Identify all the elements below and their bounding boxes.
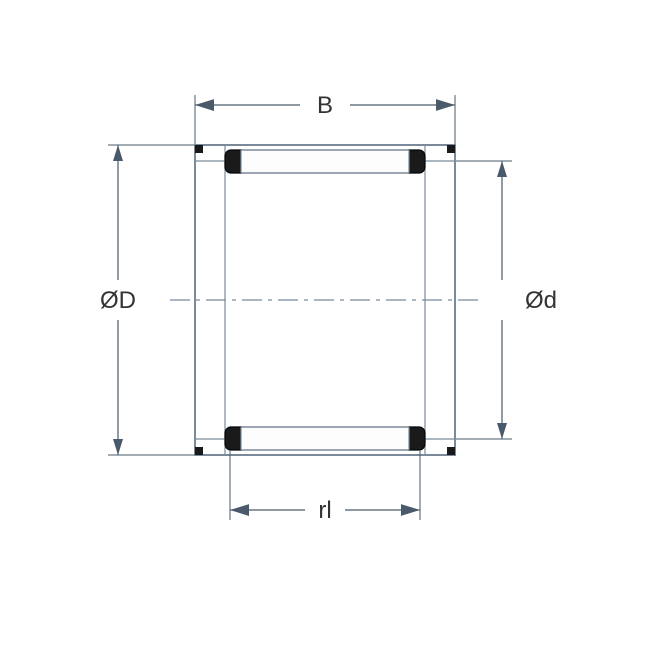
corner-chamfer-br: [447, 447, 455, 455]
dimension-B: B: [195, 92, 455, 145]
dimension-rl: rl: [230, 450, 420, 524]
bearing-cross-section-diagram: B ØD Ød: [0, 0, 670, 670]
roller-top: [225, 150, 425, 173]
label-rl: rl: [318, 497, 331, 524]
roller-bottom: [225, 427, 425, 450]
corner-chamfer-tl: [195, 145, 203, 153]
corner-chamfer-tr: [447, 145, 455, 153]
label-d: Ød: [525, 287, 557, 314]
corner-chamfer-bl: [195, 447, 203, 455]
label-D: ØD: [100, 287, 136, 314]
label-B: B: [317, 92, 333, 119]
